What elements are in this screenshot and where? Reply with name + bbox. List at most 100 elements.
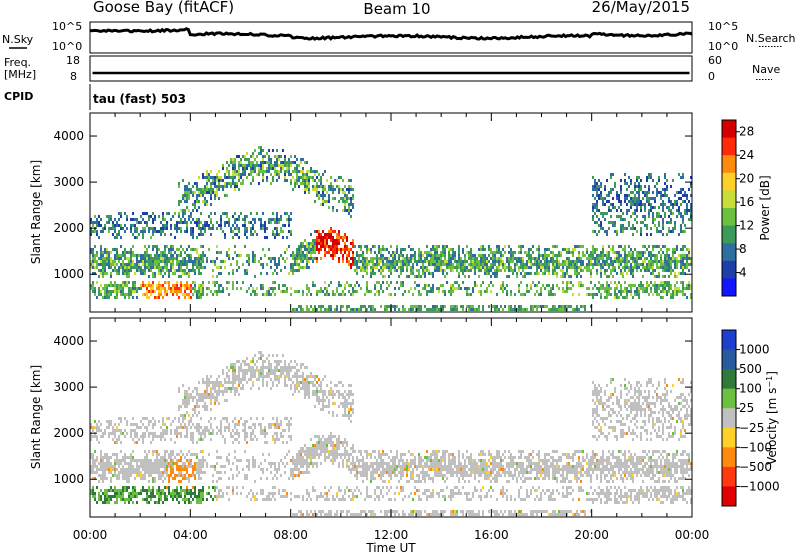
- power-cell: [166, 263, 168, 266]
- power-cell: [166, 212, 168, 215]
- velocity-cell: [144, 432, 146, 435]
- power-cell: [458, 260, 460, 263]
- power-cell: [268, 158, 270, 161]
- power-cell: [290, 155, 292, 158]
- velocity-cell: [142, 441, 144, 444]
- power-cell: [670, 263, 672, 266]
- power-cell: [672, 257, 674, 260]
- power-cell: [218, 188, 220, 191]
- power-cell: [572, 260, 574, 263]
- power-cell: [222, 179, 224, 182]
- power-cell: [668, 263, 670, 266]
- velocity-cell: [146, 462, 148, 465]
- power-cell: [146, 254, 148, 257]
- power-cell: [334, 188, 336, 191]
- power-cell: [594, 182, 596, 185]
- velocity-cell: [148, 432, 150, 435]
- power-cell: [168, 260, 170, 263]
- power-cell: [676, 290, 678, 293]
- power-cell: [132, 260, 134, 263]
- power-cell: [598, 197, 600, 200]
- power-cell: [670, 230, 672, 233]
- power-cell: [154, 245, 156, 248]
- power-cell: [268, 287, 270, 290]
- velocity-cell: [162, 459, 164, 462]
- power-cell: [668, 260, 670, 263]
- power-cell: [286, 218, 288, 221]
- power-cell: [126, 281, 128, 284]
- power-cell: [252, 179, 254, 182]
- power-cell: [120, 287, 122, 290]
- power-cell: [292, 188, 294, 191]
- power-cell: [602, 215, 604, 218]
- velocity-cell: [142, 423, 144, 426]
- power-cell: [432, 290, 434, 293]
- velocity-cell: [132, 456, 134, 459]
- power-cell: [336, 290, 338, 293]
- power-cell: [680, 176, 682, 179]
- power-cell: [596, 272, 598, 275]
- power-cell: [376, 257, 378, 260]
- power-cell: [222, 167, 224, 170]
- power-cell: [600, 224, 602, 227]
- power-cell: [426, 269, 428, 272]
- power-cell: [372, 308, 374, 311]
- power-cell: [650, 287, 652, 290]
- power-cell: [618, 257, 620, 260]
- power-cell: [470, 305, 472, 308]
- power-cell: [130, 290, 132, 293]
- power-cell: [248, 260, 250, 263]
- power-cell: [282, 167, 284, 170]
- power-cell: [514, 263, 516, 266]
- power-cell: [602, 200, 604, 203]
- velocity-cell: [218, 489, 220, 492]
- power-cell: [152, 272, 154, 275]
- power-cell: [574, 272, 576, 275]
- velocity-cell: [192, 492, 194, 495]
- power-cell: [226, 215, 228, 218]
- power-cell: [442, 248, 444, 251]
- power-cell: [194, 284, 196, 287]
- power-cell: [288, 164, 290, 167]
- velocity-cell: [158, 420, 160, 423]
- velocity-cell: [176, 489, 178, 492]
- velocity-cell: [136, 492, 138, 495]
- power-cell: [688, 248, 690, 251]
- velocity-cell: [132, 486, 134, 489]
- power-cell: [652, 260, 654, 263]
- power-cell: [124, 266, 126, 269]
- power-cell: [288, 173, 290, 176]
- velocity-cell: [114, 462, 116, 465]
- velocity-cell: [144, 465, 146, 468]
- power-cell: [612, 269, 614, 272]
- power-cell: [506, 290, 508, 293]
- power-cell: [158, 296, 160, 299]
- power-cell: [124, 212, 126, 215]
- power-cell: [192, 185, 194, 188]
- power-cell: [510, 254, 512, 257]
- power-cell: [562, 248, 564, 251]
- power-cell: [672, 260, 674, 263]
- power-cell: [160, 233, 162, 236]
- power-cell: [538, 305, 540, 308]
- velocity-cell: [184, 492, 186, 495]
- velocity-cell: [178, 501, 180, 504]
- power-cell: [228, 218, 230, 221]
- velocity-cell: [176, 435, 178, 438]
- power-cell: [516, 257, 518, 260]
- power-cell: [446, 260, 448, 263]
- velocity-cell: [214, 495, 216, 498]
- power-cell: [680, 227, 682, 230]
- power-cell: [510, 266, 512, 269]
- power-cell: [626, 260, 628, 263]
- power-cell: [670, 200, 672, 203]
- power-cell: [310, 170, 312, 173]
- power-cell: [600, 263, 602, 266]
- power-cell: [186, 263, 188, 266]
- power-cell: [476, 260, 478, 263]
- power-cell: [660, 194, 662, 197]
- power-cell: [320, 203, 322, 206]
- power-cell: [178, 287, 180, 290]
- power-cell: [382, 245, 384, 248]
- power-cell: [414, 281, 416, 284]
